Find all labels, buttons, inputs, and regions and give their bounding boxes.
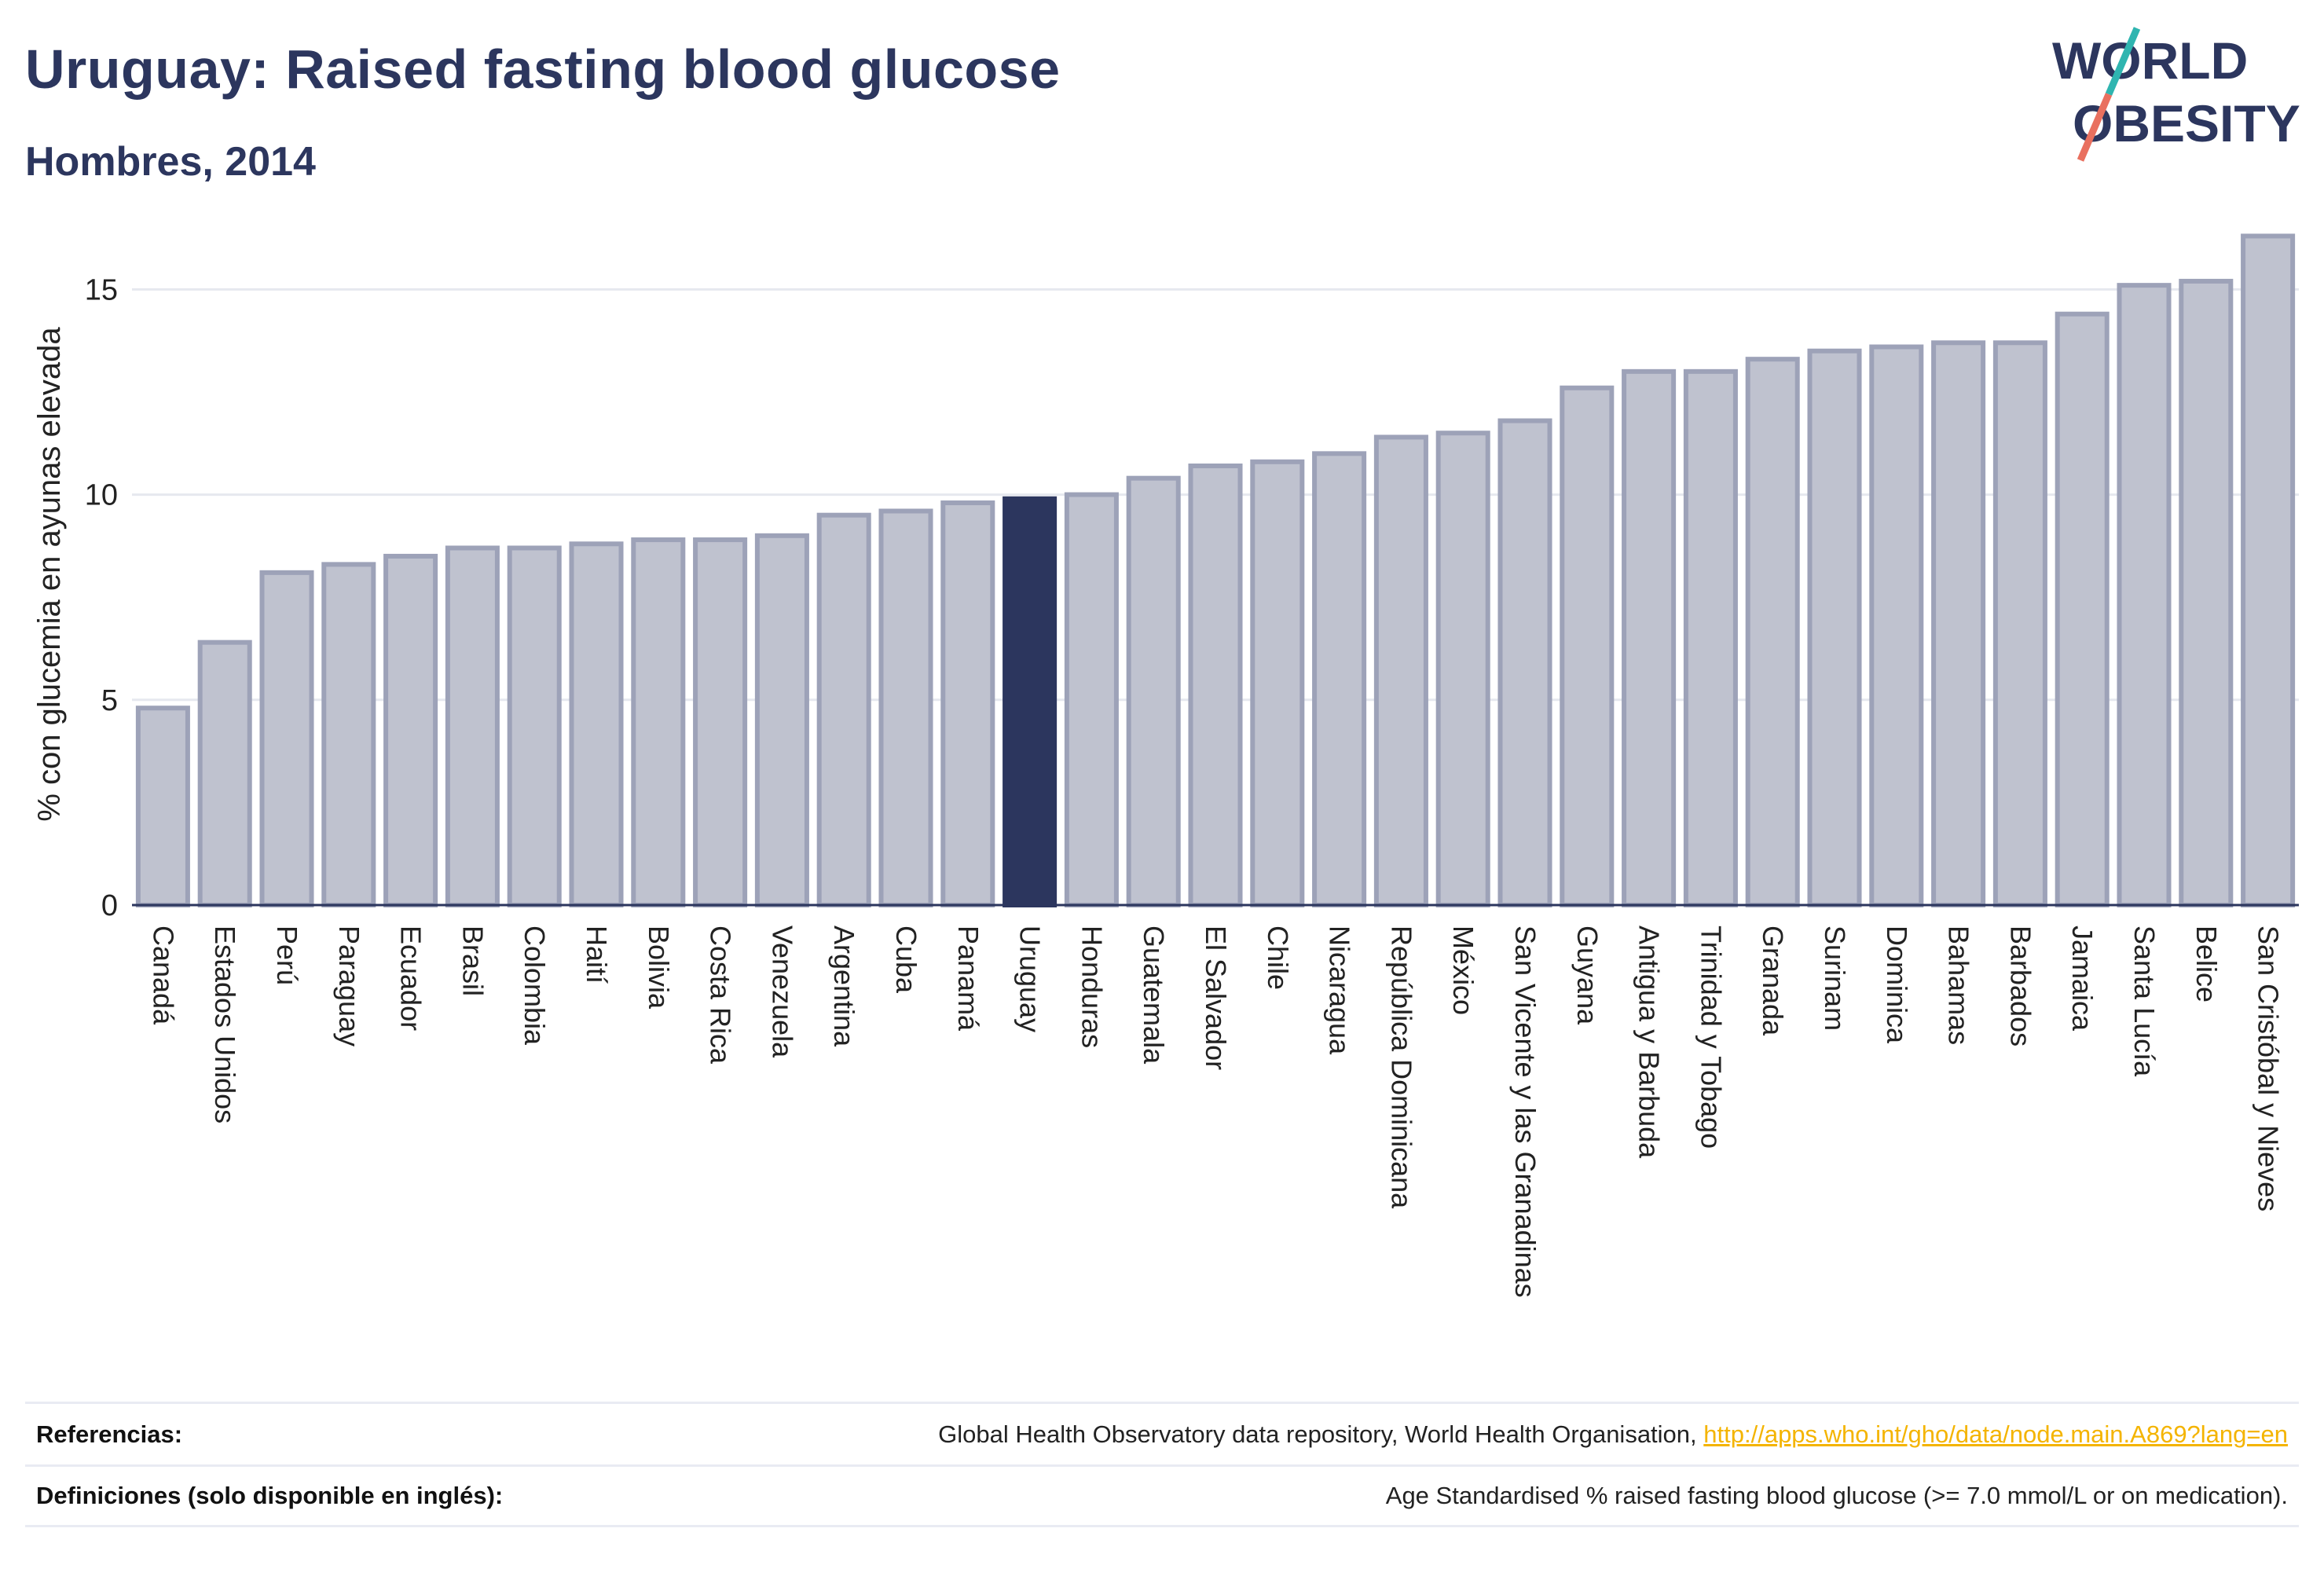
chart-title: Uruguay: Raised fasting blood glucose (25, 38, 1061, 100)
y-tick-label: 5 (101, 684, 118, 717)
x-category-label: Canadá (147, 925, 179, 1025)
bar-26[interactable] (1745, 357, 1800, 907)
y-tick-label: 15 (85, 273, 118, 306)
logo-word-world: WORLD (2052, 31, 2248, 90)
bar-33[interactable] (2179, 278, 2234, 907)
x-category-label: Belice (2190, 925, 2223, 1002)
x-category-label: Granada (1757, 925, 1789, 1036)
bar-23[interactable] (1560, 385, 1615, 907)
bar-12[interactable] (878, 508, 933, 907)
x-category-label: Guatemala (1138, 925, 1170, 1065)
bar-6[interactable] (507, 545, 562, 907)
bar-7[interactable] (569, 541, 624, 907)
bar-17[interactable] (1188, 464, 1243, 907)
bar-13[interactable] (940, 500, 995, 907)
bar-22[interactable] (1497, 418, 1552, 907)
references-label: Referencias: (36, 1420, 183, 1448)
x-category-label: San Vicente y las Granadinas (1509, 925, 1541, 1298)
x-category-label: Estados Unidos (209, 925, 241, 1123)
definitions-text: Age Standardised % raised fasting blood … (1385, 1482, 2288, 1509)
references-text: Global Health Observatory data repositor… (938, 1420, 1697, 1448)
y-axis-title: % con glucemia en ayunas elevada (32, 327, 67, 822)
bar-14[interactable] (1003, 496, 1058, 907)
x-category-label: Paraguay (333, 925, 365, 1046)
x-category-label: Colombia (519, 925, 551, 1046)
logo-word-obesity: OBESITY (2073, 94, 2300, 152)
bar-29[interactable] (1931, 340, 1986, 907)
bars (135, 233, 2296, 908)
references-link[interactable]: http://apps.who.int/gho/data/node.main.A… (1703, 1420, 2288, 1448)
bar-28[interactable] (1869, 344, 1924, 907)
x-category-label: Antigua y Barbuda (1633, 925, 1666, 1159)
x-category-label: Perú (271, 925, 303, 985)
logo-slash-teal (2105, 27, 2141, 96)
bar-chart: 0 5 10 15 Canadá Estados Unidos Perú Paraguay E… (32, 233, 2299, 1298)
bar-9[interactable] (693, 537, 748, 907)
x-category-label: Nicaragua (1324, 925, 1356, 1055)
x-category-label: Cuba (890, 925, 922, 994)
bar-15[interactable] (1064, 492, 1119, 907)
bar-19[interactable] (1312, 451, 1367, 907)
bar-8[interactable] (631, 537, 686, 907)
bar-5[interactable] (445, 545, 500, 907)
x-category-label: Guyana (1571, 925, 1604, 1025)
x-category-label: Costa Rica (705, 925, 737, 1065)
x-category-label: Trinidad y Tobago (1695, 925, 1727, 1149)
bar-34[interactable] (2241, 233, 2296, 907)
y-tick-label: 10 (85, 479, 118, 512)
bar-25[interactable] (1683, 368, 1738, 907)
y-axis-ticks: 0 5 10 15 (85, 273, 118, 922)
x-category-label: Brasil (456, 925, 489, 996)
world-obesity-logo: WORLD OBESITY (2052, 27, 2300, 162)
x-category-label: San Cristóbal y Nieves (2253, 925, 2285, 1211)
bar-16[interactable] (1126, 475, 1181, 907)
bar-4[interactable] (383, 553, 438, 907)
bar-3[interactable] (321, 562, 376, 907)
bar-10[interactable] (754, 533, 809, 907)
x-category-label: Panamá (952, 925, 984, 1032)
bar-30[interactable] (1992, 340, 2047, 907)
x-category-label: Argentina (828, 925, 860, 1047)
bar-11[interactable] (816, 512, 871, 907)
x-category-label: Surinam (1819, 925, 1851, 1031)
x-category-label: Jamaica (2066, 925, 2099, 1032)
definitions-row: Definiciones (solo disponible en inglés)… (25, 1464, 2299, 1527)
x-category-label: Ecuador (395, 925, 427, 1031)
x-category-label: República Dominicana (1385, 925, 1417, 1209)
x-category-label: Barbados (2004, 925, 2036, 1046)
x-category-label: Bahamas (1943, 925, 1975, 1045)
bar-1[interactable] (197, 640, 252, 907)
x-axis-labels: Canadá Estados Unidos Perú Paraguay Ecuador B… (147, 925, 2284, 1298)
references-content: Global Health Observatory data repositor… (938, 1420, 2288, 1449)
bar-21[interactable] (1435, 431, 1490, 907)
x-category-label: México (1447, 925, 1479, 1015)
bar-31[interactable] (2055, 311, 2110, 907)
bar-18[interactable] (1250, 459, 1305, 907)
references-row: Referencias: Global Health Observatory d… (25, 1402, 2299, 1464)
x-category-label: Uruguay (1014, 925, 1047, 1032)
x-category-label: Honduras (1076, 925, 1108, 1048)
chart-subtitle: Hombres, 2014 (25, 139, 316, 185)
bar-20[interactable] (1373, 434, 1428, 907)
x-category-label: Dominica (1881, 925, 1913, 1044)
x-category-label: Venezuela (766, 925, 798, 1058)
bar-24[interactable] (1622, 368, 1677, 907)
bar-27[interactable] (1807, 348, 1862, 907)
x-category-label: El Salvador (1200, 925, 1232, 1070)
bar-2[interactable] (259, 570, 314, 907)
definitions-label: Definiciones (solo disponible en inglés)… (36, 1482, 504, 1509)
x-category-label: Santa Lucía (2128, 925, 2161, 1077)
x-category-label: Chile (1262, 925, 1294, 990)
y-tick-label: 0 (101, 889, 118, 922)
x-category-label: Haití (581, 925, 613, 984)
logo-slash-coral (2077, 93, 2113, 162)
footer-table: Referencias: Global Health Observatory d… (25, 1402, 2299, 1527)
bar-32[interactable] (2117, 283, 2172, 907)
bar-0[interactable] (135, 706, 190, 908)
x-category-label: Bolivia (643, 925, 675, 1010)
